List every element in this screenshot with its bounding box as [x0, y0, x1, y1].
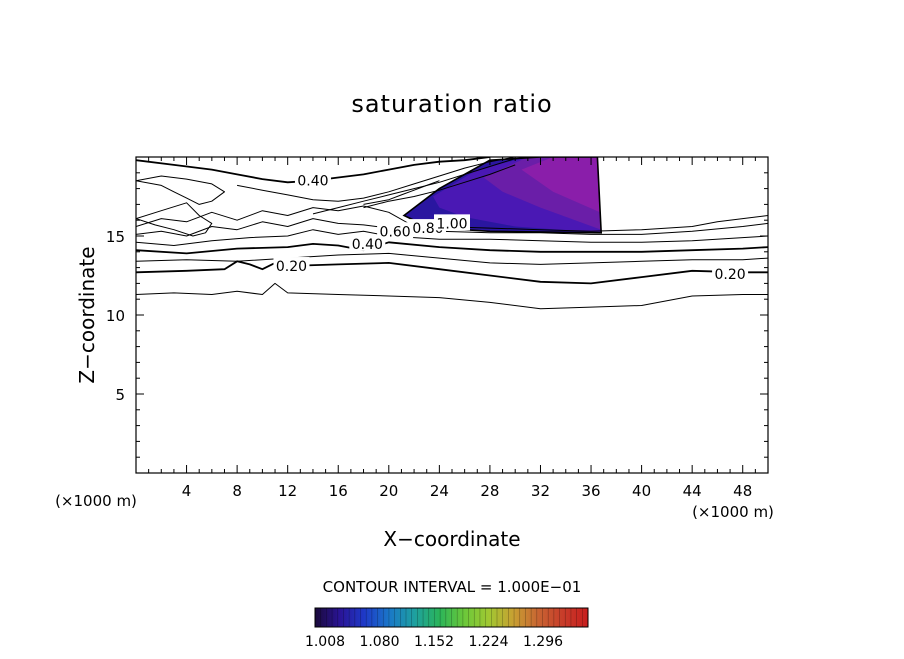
contour-line-2	[136, 252, 768, 265]
x-tick-label: 16	[329, 482, 348, 500]
chart-title: saturation ratio	[351, 90, 552, 118]
x-tick-label: 32	[531, 482, 550, 500]
contour-label-bg	[434, 214, 470, 231]
x-tick-label: 28	[480, 482, 499, 500]
y-tick-label: 5	[115, 386, 125, 404]
contour-line-11	[312, 158, 516, 215]
y-axis-label: Z−coordinate	[75, 246, 99, 383]
contour-labels: 0.400.200.400.60 0.801.000.20	[273, 171, 749, 283]
contour-line-13	[363, 180, 440, 205]
colorbar-label: 1.224	[468, 634, 508, 650]
contour-label: 0.20	[714, 267, 745, 283]
contour-line-5	[136, 218, 768, 237]
contour-line-7	[136, 202, 213, 237]
colorbar-label: 1.296	[523, 634, 563, 650]
contour-line-0	[136, 282, 768, 310]
colorbar-label: 1.152	[414, 634, 454, 650]
contour-line-3	[136, 241, 768, 255]
contour-label-bg	[712, 264, 749, 281]
x-unit-label: (×1000 m)	[692, 503, 774, 521]
contour-label-bg	[294, 171, 331, 188]
contour-line-6	[136, 205, 768, 232]
x-tick-label: 24	[430, 482, 449, 500]
contour-line-9	[136, 175, 225, 205]
x-tick-label: 12	[278, 482, 297, 500]
colorbar-label: 1.080	[359, 634, 399, 650]
x-axis-label: X−coordinate	[383, 527, 520, 551]
y-tick-label: 15	[106, 228, 125, 246]
y-tick-label: 10	[106, 307, 125, 325]
contour-interval-text: CONTOUR INTERVAL = 1.000E−01	[323, 578, 582, 596]
colorbar-gradient	[314, 607, 589, 628]
x-tick-label: 44	[683, 482, 702, 500]
contour-label: 0.40	[352, 237, 383, 253]
y-unit-label: (×1000 m)	[55, 492, 137, 510]
contour-label-bg	[273, 257, 310, 274]
x-tick-label: 20	[379, 482, 398, 500]
x-tick-label: 48	[733, 482, 752, 500]
plot-area	[136, 157, 768, 310]
colorbar: 1.008 1.080 1.152 1.224 1.296	[305, 607, 589, 650]
contour-label-bg	[349, 234, 386, 251]
contour-line-1	[136, 260, 768, 285]
contour-label: 0.40	[297, 174, 328, 190]
shaded-region-3	[521, 157, 600, 213]
contour-label-bg	[377, 222, 414, 239]
x-tick-label: 4	[182, 482, 192, 500]
x-tick-label: 8	[232, 482, 242, 500]
contour-line-12	[363, 164, 516, 209]
contour-label: 1.00	[436, 216, 467, 232]
x-tick-label: 36	[581, 482, 600, 500]
colorbar-label: 1.008	[305, 634, 345, 650]
contour-label: 0.20	[276, 259, 307, 275]
x-tick-label: 40	[632, 482, 651, 500]
contour-label: 0.60	[380, 224, 411, 240]
